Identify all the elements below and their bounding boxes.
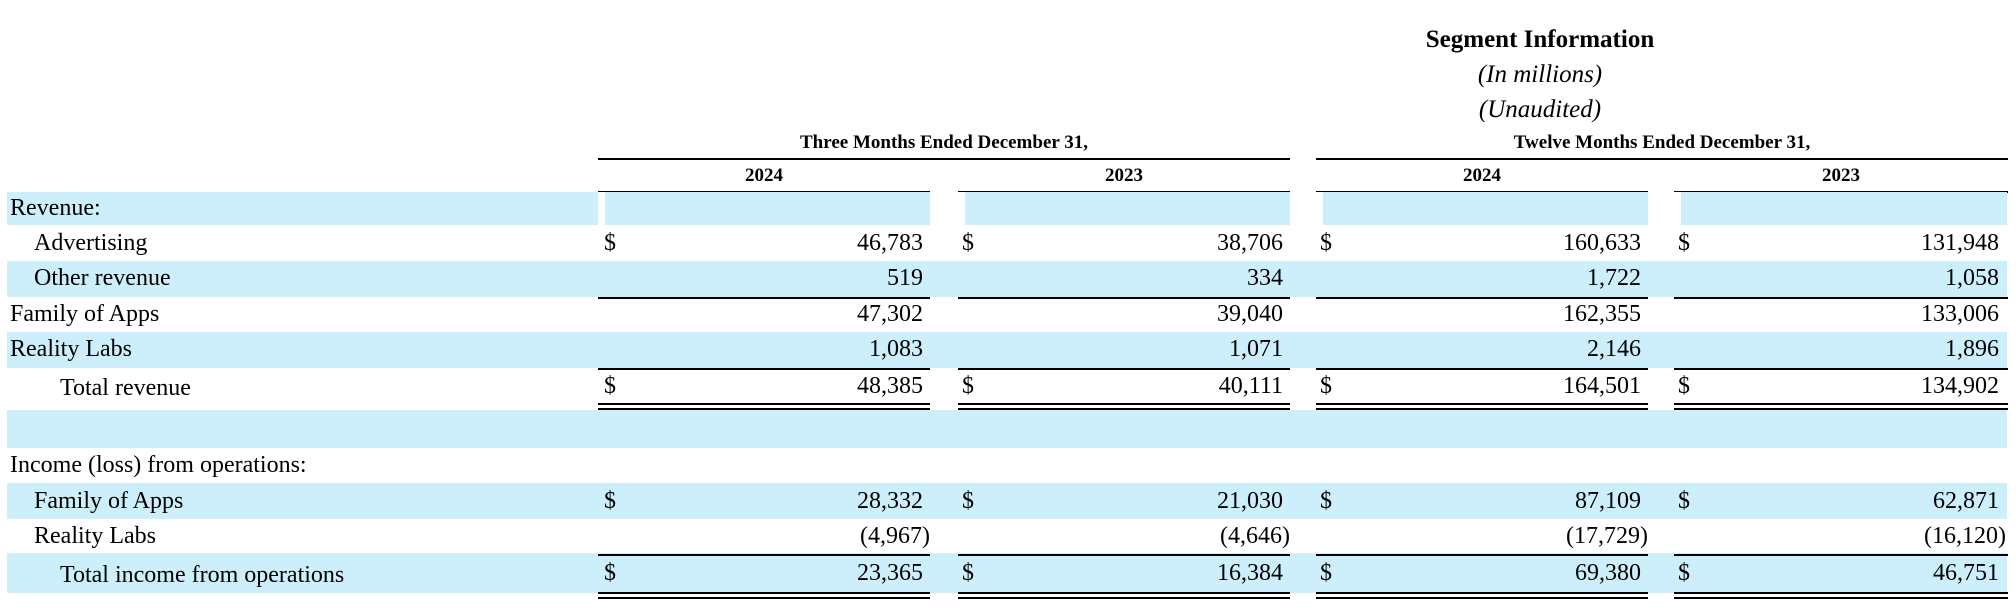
cell-advertising-fy-2024: 160,633	[1563, 230, 1641, 256]
cell-rl-income-q-2023: (4,646)	[1220, 523, 1290, 549]
total-double-rule	[958, 592, 1290, 599]
cell-foa-revenue-fy-2024: 162,355	[1563, 301, 1641, 327]
total-double-rule	[1316, 403, 1648, 410]
units-subtitle: (In millions)	[1477, 61, 1603, 88]
cell-foa-revenue-fy-2023: 133,006	[1921, 301, 1999, 327]
subtotal-rule	[958, 297, 1290, 299]
total-double-rule	[1674, 592, 2008, 599]
currency-symbol: $	[604, 560, 616, 586]
cell-total-revenue-q-2023: 40,111	[1218, 373, 1283, 399]
subtotal-rule	[1674, 297, 2008, 299]
currency-symbol: $	[1678, 230, 1690, 256]
currency-symbol: $	[1678, 373, 1690, 399]
subtotal-rule	[598, 554, 930, 556]
cell-foa-revenue-q-2023: 39,040	[1217, 301, 1283, 327]
cell-foa-income-q-2024: 28,332	[857, 488, 923, 514]
row-label-income-heading: Income (loss) from operations:	[10, 452, 307, 478]
row-band-total-income	[7, 553, 2007, 593]
total-double-rule	[598, 592, 930, 599]
cell-advertising-q-2024: 46,783	[857, 230, 923, 256]
period-header-three-months: Three Months Ended December 31,	[598, 130, 1290, 160]
currency-symbol: $	[1678, 488, 1690, 514]
currency-symbol: $	[1320, 230, 1332, 256]
subtotal-rule	[1316, 554, 1648, 556]
currency-symbol: $	[604, 488, 616, 514]
cell-rl-revenue-q-2023: 1,071	[1229, 336, 1283, 362]
cell-total-income-fy-2023: 46,751	[1933, 560, 1999, 586]
cell-advertising-fy-2023: 131,948	[1921, 230, 1999, 256]
subtotal-rule	[1674, 554, 2008, 556]
cell-total-income-q-2024: 23,365	[857, 560, 923, 586]
cell-other-revenue-q-2024: 519	[887, 265, 923, 291]
subtotal-rule	[1316, 297, 1648, 299]
currency-symbol: $	[1678, 560, 1690, 586]
row-label-rl-revenue: Reality Labs	[10, 336, 132, 362]
row-band-revenue-heading	[7, 192, 2007, 225]
year-header-fy-2024: 2024	[1316, 163, 1648, 193]
row-label-advertising: Advertising	[34, 230, 148, 256]
cell-foa-income-fy-2023: 62,871	[1933, 488, 1999, 514]
subtotal-rule	[598, 368, 930, 370]
currency-symbol: $	[604, 230, 616, 256]
currency-symbol: $	[1320, 373, 1332, 399]
row-label-revenue-heading: Revenue:	[10, 195, 101, 221]
total-double-rule	[1316, 592, 1648, 599]
row-label-other-revenue: Other revenue	[34, 265, 171, 291]
year-header-q-2023: 2023	[958, 163, 1290, 193]
cell-advertising-q-2023: 38,706	[1217, 230, 1283, 256]
cell-foa-income-fy-2024: 87,109	[1575, 488, 1641, 514]
cell-total-income-fy-2024: 69,380	[1575, 560, 1641, 586]
row-label-rl-income: Reality Labs	[34, 523, 156, 549]
total-double-rule	[1674, 403, 2008, 410]
cell-total-income-q-2023: 16,384	[1217, 560, 1283, 586]
subtotal-rule	[598, 297, 930, 299]
cell-other-revenue-q-2023: 334	[1247, 265, 1283, 291]
total-double-rule	[598, 403, 930, 410]
cell-foa-income-q-2023: 21,030	[1217, 488, 1283, 514]
audit-subtitle: (Unaudited)	[1478, 96, 1602, 123]
period-header-twelve-months: Twelve Months Ended December 31,	[1316, 130, 2008, 160]
row-label-foa-income: Family of Apps	[34, 488, 184, 514]
row-label-total-income: Total income from operations	[60, 562, 345, 588]
cell-total-revenue-fy-2023: 134,902	[1921, 373, 1999, 399]
currency-symbol: $	[604, 373, 616, 399]
total-double-rule	[958, 403, 1290, 410]
currency-symbol: $	[962, 560, 974, 586]
table-title: Segment Information	[1425, 26, 1655, 53]
cell-rl-income-fy-2024: (17,729)	[1566, 523, 1648, 549]
row-band-foa-income	[7, 483, 2007, 519]
cell-rl-revenue-fy-2024: 2,146	[1587, 336, 1641, 362]
cell-rl-revenue-fy-2023: 1,896	[1945, 336, 1999, 362]
row-band-reality-labs-revenue	[7, 332, 2007, 368]
currency-symbol: $	[962, 373, 974, 399]
cell-rl-income-q-2024: (4,967)	[860, 523, 930, 549]
subtotal-rule	[1674, 368, 2008, 370]
subtotal-rule	[958, 554, 1290, 556]
row-band-other-revenue	[7, 261, 2007, 297]
cell-other-revenue-fy-2024: 1,722	[1587, 265, 1641, 291]
currency-symbol: $	[962, 230, 974, 256]
currency-symbol: $	[962, 488, 974, 514]
cell-other-revenue-fy-2023: 1,058	[1945, 265, 1999, 291]
subtotal-rule	[1316, 368, 1648, 370]
row-label-foa-revenue: Family of Apps	[10, 301, 160, 327]
year-header-q-2024: 2024	[598, 163, 930, 193]
currency-symbol: $	[1320, 488, 1332, 514]
subtotal-rule	[958, 368, 1290, 370]
cell-rl-income-fy-2023: (16,120)	[1924, 523, 2006, 549]
year-header-fy-2023: 2023	[1674, 163, 2008, 193]
cell-total-revenue-fy-2024: 164,501	[1563, 373, 1641, 399]
cell-total-revenue-q-2024: 48,385	[857, 373, 923, 399]
cell-foa-revenue-q-2024: 47,302	[857, 301, 923, 327]
row-band-spacer	[7, 410, 2007, 448]
cell-rl-revenue-q-2024: 1,083	[869, 336, 923, 362]
currency-symbol: $	[1320, 560, 1332, 586]
row-label-total-revenue: Total revenue	[60, 375, 191, 401]
